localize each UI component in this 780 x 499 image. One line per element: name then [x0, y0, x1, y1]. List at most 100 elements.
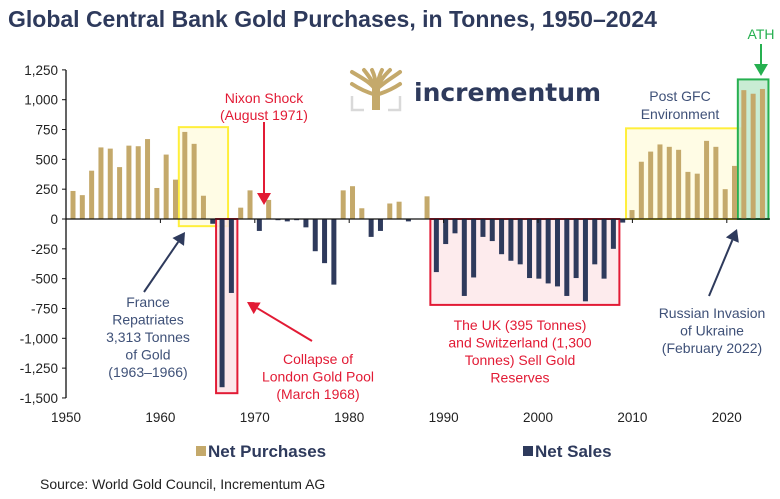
bar-sale-1983	[377, 219, 383, 231]
bar-purchase-1969	[247, 190, 253, 219]
legend-label-purchases: Net Purchases	[208, 442, 326, 461]
france-arrow-icon	[143, 232, 185, 293]
london-gold-pool-line: (March 1968)	[276, 386, 359, 402]
russian-invasion-label: Russian Invasion of Ukraine (February 2022…	[659, 305, 766, 356]
nixon-arrow-icon	[257, 122, 271, 205]
annotations: Nixon Shock (August 1971) France Repatriate…	[106, 26, 774, 402]
bar-purchase-1964	[200, 195, 206, 219]
bar-sale-2000	[536, 219, 542, 279]
bar-sale-1986	[405, 219, 411, 222]
bars	[70, 88, 765, 388]
france-repatriates-line: France	[126, 294, 170, 310]
post-gfc-line: Post GFC	[649, 88, 710, 104]
bar-purchase-1979	[340, 190, 346, 219]
uk-switzerland-line: Reserves	[490, 370, 549, 386]
nixon-shock-line: (August 1971)	[220, 107, 308, 123]
uk-switzerland-line: and Switzerland (1,300	[448, 335, 591, 351]
nixon-arrow-icon-head	[257, 193, 271, 205]
x-tick-label: 1980	[334, 410, 364, 425]
uk-swiss-box	[429, 218, 621, 306]
bar-purchase-1950	[70, 190, 76, 219]
y-tick-label: -250	[31, 242, 58, 257]
y-tick-label: 750	[35, 123, 58, 138]
france-repatriates-label: France Repatriates 3,313 Tonnes of Gold (196…	[106, 294, 190, 380]
bar-purchase-2011	[638, 161, 644, 219]
bar-sale-1997	[508, 219, 514, 261]
russia-arrow-icon	[708, 229, 739, 297]
bar-purchase-1959	[154, 187, 160, 219]
post-gfc-label: Post GFC Environment	[641, 88, 720, 122]
legend: Net Purchases Net Sales	[196, 442, 612, 461]
bar-sale-1999	[527, 219, 533, 279]
bar-purchase-2014	[666, 146, 672, 219]
x-tick-label: 1950	[51, 410, 81, 425]
bar-purchase-1953	[98, 147, 104, 219]
bar-sale-1995	[489, 219, 495, 242]
bar-purchase-1954	[107, 148, 113, 219]
nixon-shock-line: Nixon Shock	[225, 90, 305, 106]
y-tick-label: 0	[50, 212, 58, 227]
post-gfc-box	[625, 127, 742, 220]
bar-sale-1994	[480, 219, 486, 237]
bar-sale-1966	[219, 219, 225, 388]
tree-icon	[350, 68, 402, 112]
nixon-shock-label: Nixon Shock (August 1971)	[220, 90, 308, 123]
bar-sale-1992	[461, 219, 467, 296]
london-gold-pool-line: Collapse of	[283, 351, 353, 367]
bar-sale-1993	[471, 219, 477, 278]
axes: 1,250 1,000 750 500 250 0 -250 -500 -750 -1,000 -1…	[20, 63, 770, 425]
bar-sale-2005	[582, 219, 588, 302]
bar-purchase-1968	[238, 207, 244, 219]
x-tick-label: 1990	[429, 410, 459, 425]
russian-invasion-line: (February 2022)	[662, 340, 762, 356]
bar-sale-1967	[228, 219, 234, 293]
bar-sale-1990	[443, 219, 449, 245]
bar-purchase-2015	[676, 149, 682, 219]
bar-sale-2001	[545, 219, 551, 284]
bar-sale-2009	[620, 219, 626, 223]
france-repatriates-line: 3,313 Tonnes	[106, 329, 190, 345]
france-arrow-icon-shaft	[143, 241, 180, 293]
uk-switzerland-label: The UK (395 Tonnes) and Switzerland (1,30…	[448, 317, 591, 386]
bar-purchase-2023	[750, 93, 756, 219]
bar-purchase-1981	[359, 208, 365, 219]
bar-purchase-1957	[135, 146, 141, 219]
russian-invasion-line: of Ukraine	[680, 323, 744, 339]
bar-sale-2003	[564, 219, 570, 296]
incrementum-logo: incrementum	[350, 68, 601, 112]
bar-purchase-2019	[713, 146, 719, 219]
france-repatriates-line: of Gold	[125, 347, 170, 363]
bar-purchase-1980	[350, 186, 356, 219]
france-repatriates-line: Repatriates	[112, 312, 184, 328]
x-tick-label: 1970	[240, 410, 270, 425]
bar-purchase-2022	[741, 90, 747, 219]
bar-purchase-1956	[126, 145, 132, 219]
bar-sale-1996	[499, 219, 505, 255]
france-arrow-icon-head	[172, 232, 185, 246]
bar-purchase-1952	[89, 170, 95, 219]
bar-purchase-2010	[629, 210, 635, 219]
bar-sale-1965	[210, 219, 216, 224]
y-tick-label: -1,250	[20, 361, 58, 376]
bar-purchase-2021	[732, 165, 738, 219]
bar-purchase-1971	[266, 199, 272, 219]
x-tick-label: 2000	[523, 410, 553, 425]
bar-purchase-2017	[694, 173, 700, 219]
legend-swatch-purchases	[196, 446, 206, 456]
bar-purchase-2020	[722, 189, 728, 219]
bar-purchase-1961	[172, 179, 178, 219]
bar-sale-1982	[368, 219, 374, 237]
bar-sale-2006	[592, 219, 598, 265]
y-tick-label: -1,000	[20, 331, 58, 346]
logo-text: incrementum	[414, 78, 601, 107]
ath-arrow-icon-head	[754, 64, 768, 76]
x-tick-label: 2020	[712, 410, 742, 425]
x-tick-label: 1960	[145, 410, 175, 425]
russian-invasion-line: Russian Invasion	[659, 305, 766, 321]
bar-purchase-2013	[657, 144, 663, 219]
ath-arrow-icon	[754, 44, 768, 76]
ath-label: ATH	[748, 26, 775, 42]
france-repatriates-line: (1963–1966)	[108, 364, 187, 380]
bar-purchase-1955	[117, 167, 123, 219]
